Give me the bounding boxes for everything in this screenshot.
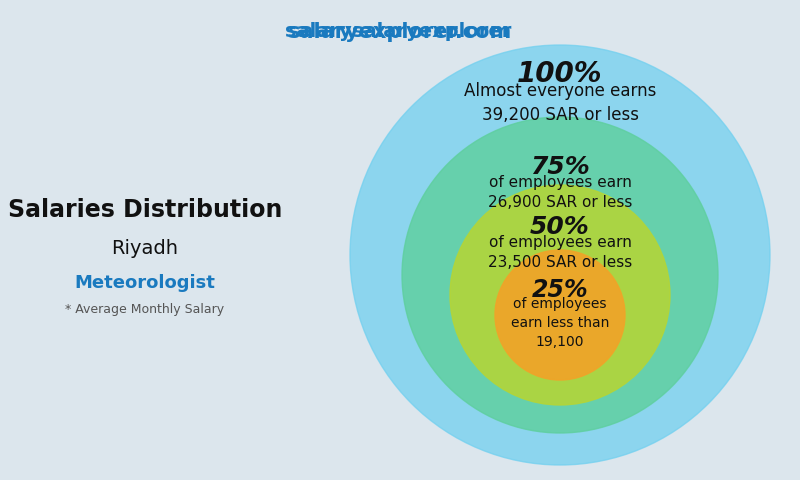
Text: * Average Monthly Salary: * Average Monthly Salary bbox=[66, 303, 225, 316]
Circle shape bbox=[402, 117, 718, 433]
Text: Salaries Distribution: Salaries Distribution bbox=[8, 198, 282, 222]
Text: salary: salary bbox=[286, 22, 352, 41]
Text: of employees earn
26,900 SAR or less: of employees earn 26,900 SAR or less bbox=[488, 175, 632, 210]
Text: Riyadh: Riyadh bbox=[111, 239, 178, 257]
Text: salaryexplorer: salaryexplorer bbox=[352, 22, 511, 41]
Text: 50%: 50% bbox=[530, 215, 590, 239]
Text: 25%: 25% bbox=[532, 278, 588, 302]
Circle shape bbox=[495, 250, 625, 380]
Text: Almost everyone earns
39,200 SAR or less: Almost everyone earns 39,200 SAR or less bbox=[464, 82, 656, 124]
Text: 100%: 100% bbox=[518, 60, 602, 88]
Circle shape bbox=[350, 45, 770, 465]
Circle shape bbox=[450, 185, 670, 405]
Text: salaryexplorer.com: salaryexplorer.com bbox=[288, 22, 512, 42]
Text: 75%: 75% bbox=[530, 155, 590, 179]
Text: of employees
earn less than
19,100: of employees earn less than 19,100 bbox=[511, 297, 609, 349]
Text: Meteorologist: Meteorologist bbox=[74, 274, 215, 292]
Text: of employees earn
23,500 SAR or less: of employees earn 23,500 SAR or less bbox=[488, 235, 632, 270]
